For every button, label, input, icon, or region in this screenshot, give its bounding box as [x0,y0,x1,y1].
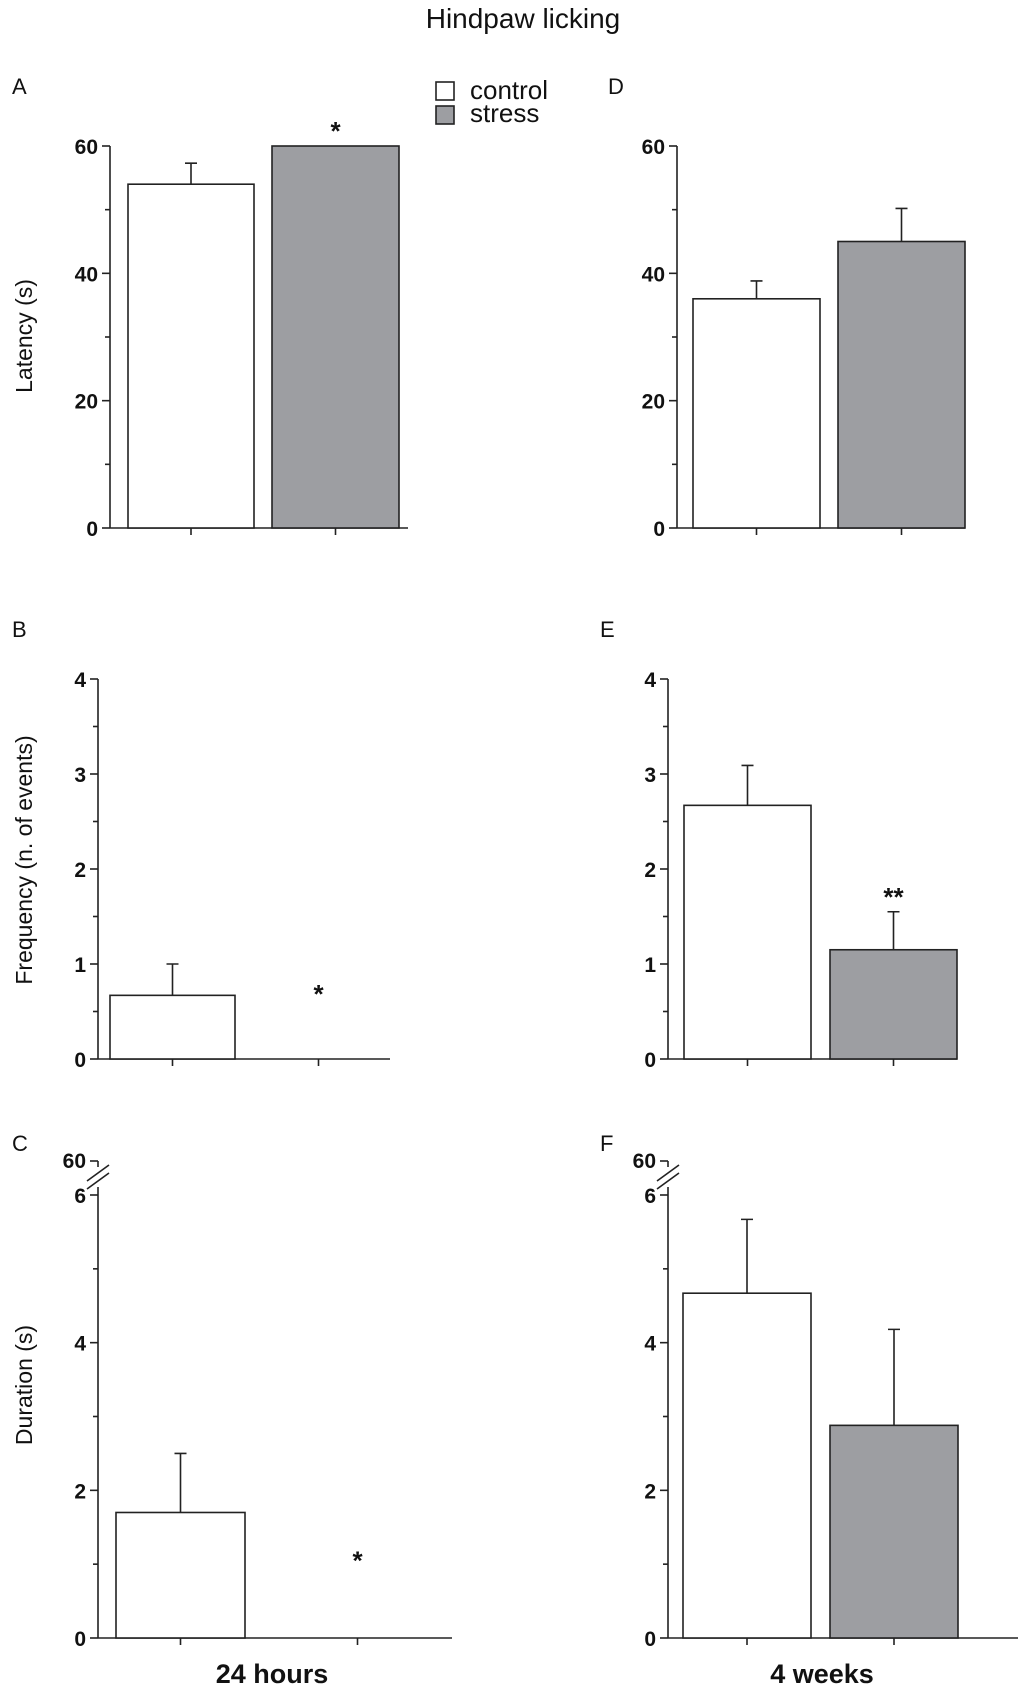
error-bar-stress-d [895,207,908,242]
y-tick-label-f: 0 [644,1628,656,1651]
y-tick-label-a: 40 [75,263,98,286]
y-tick-label-c: 6 [74,1185,86,1208]
axis-break-mark-f [656,1164,680,1182]
y-tick-label-e: 4 [644,669,656,692]
panel-e: E 0 1 2 3 4 ** [600,617,958,1072]
y-tick-label-f: 4 [644,1333,656,1356]
y-tick-label-d: 60 [642,136,665,159]
panel-b: B 0 1 2 3 4 * [12,617,390,1072]
y-tick-label-b: 2 [74,859,86,882]
error-bar-control-a [185,162,197,185]
y-tick-label-a: 20 [75,391,98,414]
legend-label-stress: stress [470,98,539,128]
y-tick-label-a: 0 [86,518,98,541]
error-bar-stress-f [888,1328,900,1426]
y-tick-label-e: 0 [644,1049,656,1072]
legend-swatch-control [435,81,455,101]
error-bar-control-b [166,963,179,996]
bar-control-a [127,183,255,529]
y-axis-labels: Latency (s) Frequency (n. of events) Dur… [11,279,37,1445]
y-tick-label-c: 4 [74,1333,86,1356]
ylabel-duration: Duration (s) [11,1325,37,1445]
error-bar-control-e [741,764,754,806]
y-tick-label-f: 2 [644,1480,656,1503]
panels: A0204060*B01234*C600246*D0204060E01234**… [12,74,1018,1651]
significance-mark-e: ** [883,882,904,912]
panel-d: D 0 20 40 60 [608,74,966,541]
ylabel-frequency: Frequency (n. of events) [11,735,37,984]
bar-control-c [115,1511,246,1639]
xlabel-24-hours: 24 hours [216,1659,329,1689]
bar-control-f [682,1292,812,1639]
xlabel-4-weeks: 4 weeks [770,1659,874,1689]
error-bar-stress-e [887,910,900,950]
y-tick-label-break-f: 60 [633,1150,656,1173]
bar-stress-f [829,1424,959,1639]
bar-control-d [692,297,821,529]
bar-stress-e [829,948,958,1060]
y-tick-label-b: 3 [74,764,86,787]
axis-break-mark-f [656,1172,680,1190]
panel-letter-a: A [12,74,27,99]
panel-letter-c: C [12,1131,28,1156]
y-tick-label-b: 0 [74,1049,86,1072]
ylabel-latency: Latency (s) [11,279,37,393]
y-tick-label-e: 1 [644,954,656,977]
bar-control-e [683,804,812,1060]
panel-letter-d: D [608,74,624,99]
axis-break-mark-c [86,1164,110,1182]
legend-label-control: control [470,75,548,105]
panel-f: F 60 0 2 4 6 [600,1131,1018,1651]
y-tick-label-c: 2 [74,1480,86,1503]
error-bar-control-f [741,1218,753,1294]
y-tick-label-b: 4 [74,669,86,692]
panel-c: C 60 0 2 4 6 * [12,1131,452,1651]
figure-title: Hindpaw licking [426,3,621,34]
significance-mark-b: * [313,979,324,1009]
y-tick-label-f: 6 [644,1185,656,1208]
significance-mark-c: * [352,1545,363,1575]
y-tick-label-c: 0 [74,1628,86,1651]
axis-break-mark-c [86,1172,110,1190]
y-tick-label-d: 20 [642,391,665,414]
panel-letter-f: F [600,1131,613,1156]
error-bar-control-c [174,1452,187,1513]
bar-control-b [109,994,236,1060]
significance-mark-a: * [330,116,341,146]
y-tick-label-a: 60 [75,136,98,159]
y-tick-label-e: 2 [644,859,656,882]
legend: control stress [435,75,548,128]
y-tick-label-d: 40 [642,263,665,286]
panel-letter-e: E [600,617,615,642]
panel-a: A 0 20 40 60 * [12,74,408,541]
y-tick-label-e: 3 [644,764,656,787]
bar-stress-a [271,145,400,529]
panel-letter-b: B [12,617,27,642]
legend-swatch-stress [435,105,455,125]
bar-stress-d [837,240,966,529]
y-tick-label-break-c: 60 [63,1150,86,1173]
error-bar-control-d [750,280,763,299]
y-tick-label-b: 1 [74,954,86,977]
y-tick-label-d: 0 [653,518,665,541]
